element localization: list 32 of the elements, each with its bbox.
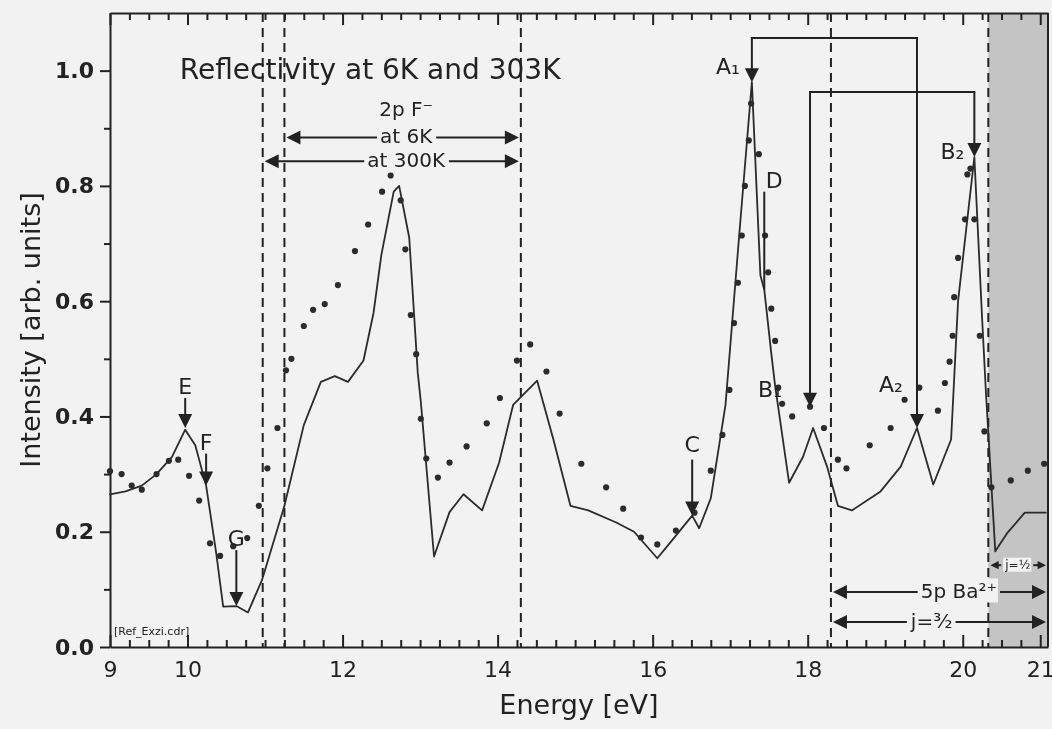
annotation: B₂ bbox=[940, 139, 965, 165]
x-tick-label: 21 bbox=[1026, 656, 1052, 682]
annotation: D bbox=[765, 167, 783, 193]
x-axis-title: Energy [eV] bbox=[499, 689, 659, 720]
annotation: E bbox=[178, 373, 193, 399]
y-tick-label: 0.6 bbox=[55, 288, 94, 314]
annotation: 2p F⁻ bbox=[379, 96, 434, 121]
annotation: A₁ bbox=[715, 54, 740, 80]
annotation: A₂ bbox=[879, 371, 903, 397]
annotation: F bbox=[199, 429, 213, 455]
annotation: j=½ bbox=[1004, 557, 1031, 572]
x-tick-label: 16 bbox=[639, 656, 668, 682]
annotation: [Ref_Exzi.cdr] bbox=[114, 625, 190, 638]
annotation: C bbox=[684, 431, 700, 457]
y-axis-title: Intensity [arb. units] bbox=[15, 192, 46, 468]
annotation: at 300K bbox=[367, 147, 446, 172]
x-tick-label: 14 bbox=[484, 656, 513, 682]
y-tick-label: 0.2 bbox=[55, 519, 94, 545]
text: Reflectivity at 6K and 303K bbox=[179, 52, 562, 86]
annotation: at 6K bbox=[379, 123, 434, 148]
annotation: j=³⁄₂ bbox=[909, 608, 953, 633]
x-tick-label: 20 bbox=[949, 656, 978, 682]
y-tick-label: 0.8 bbox=[55, 173, 94, 199]
annotation: 5p Ba²⁺ bbox=[920, 578, 998, 603]
y-tick-label: 1.0 bbox=[55, 58, 94, 84]
y-tick-label: 0.4 bbox=[55, 403, 94, 429]
annotation: G bbox=[227, 526, 245, 552]
x-tick-label: 9 bbox=[103, 656, 118, 682]
y-tick-label: 0.0 bbox=[55, 634, 94, 660]
x-tick-label: 10 bbox=[174, 656, 203, 682]
x-tick-label: 12 bbox=[329, 656, 358, 682]
x-tick-label: 18 bbox=[794, 656, 823, 682]
